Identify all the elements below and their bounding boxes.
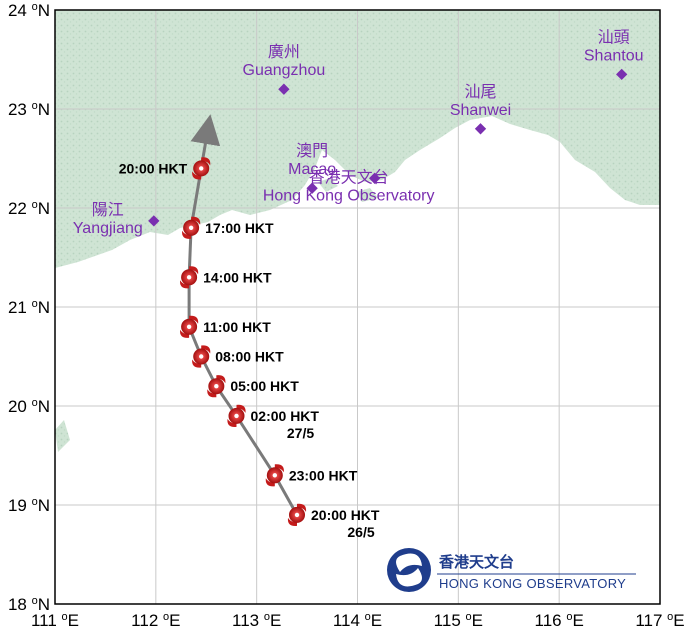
track-time-label: 14:00 HKT bbox=[203, 269, 272, 285]
track-point: 11:00 HKT bbox=[180, 315, 271, 338]
island bbox=[318, 178, 338, 192]
city-name-zh: 汕頭 bbox=[598, 27, 630, 46]
track-time-label: 08:00 HKT bbox=[215, 349, 284, 365]
hko-logo-name-en: HONG KONG OBSERVATORY bbox=[439, 576, 626, 591]
map-frame bbox=[54, 9, 661, 605]
track-time-label: 05:00 HKT bbox=[230, 378, 299, 394]
axis-tick-label: 117 oE bbox=[635, 611, 684, 630]
track-point: 08:00 HKT bbox=[192, 345, 284, 368]
typhoon-symbol-icon bbox=[265, 464, 284, 487]
axis-tick-label: 20 oN bbox=[8, 397, 50, 416]
hko-logo-name-zh: 香港天文台 bbox=[439, 553, 514, 571]
city-marker-icon bbox=[306, 182, 318, 194]
track-time-label: 02:00 HKT bbox=[251, 408, 320, 424]
axis-tick-label: 22 oN bbox=[8, 199, 50, 218]
typhoon-symbol-icon bbox=[192, 345, 211, 368]
axis-tick-label: 116 oE bbox=[535, 611, 584, 630]
island bbox=[55, 420, 70, 452]
city-name-en: Shanwei bbox=[450, 102, 511, 119]
typhoon-symbol-icon bbox=[287, 503, 307, 526]
track-point: 17:00 HKT bbox=[182, 216, 274, 239]
island bbox=[356, 188, 378, 202]
city-name-zh: 廣州 bbox=[268, 42, 300, 61]
city-marker-icon bbox=[148, 215, 160, 227]
typhoon-symbol-icon bbox=[192, 157, 211, 180]
city-name-zh: 香港天文台 bbox=[309, 167, 389, 186]
track-time-label: 20:00 HKT bbox=[311, 507, 380, 523]
axis-tick-label: 115 oE bbox=[434, 611, 483, 630]
track-point: 20:00 HKT bbox=[119, 157, 211, 180]
track-time-label: 23:00 HKT bbox=[289, 467, 358, 483]
typhoon-symbol-icon bbox=[182, 216, 201, 239]
city-name-zh: 汕尾 bbox=[465, 82, 497, 101]
hko-logo: 香港天文台 HONG KONG OBSERVATORY bbox=[387, 548, 636, 592]
city-name-en: Guangzhou bbox=[243, 62, 326, 79]
track-date-label: 26/5 bbox=[347, 524, 374, 540]
axis-tick-label: 111 oE bbox=[31, 611, 79, 630]
track-time-label: 17:00 HKT bbox=[205, 220, 274, 236]
city-name-en: Shantou bbox=[584, 47, 644, 64]
track-time-label: 11:00 HKT bbox=[203, 319, 271, 335]
track-line bbox=[187, 114, 299, 516]
axis-tick-label: 18 oN bbox=[8, 595, 50, 614]
track-point: 23:00 HKT bbox=[265, 464, 358, 487]
track-point: 14:00 HKT bbox=[180, 266, 272, 289]
axis-tick-label: 112 oE bbox=[131, 611, 180, 630]
city-name-en: Macao bbox=[288, 161, 336, 178]
axis-tick-label: 113 oE bbox=[232, 611, 281, 630]
axis-tick-label: 19 oN bbox=[8, 496, 50, 515]
axis-tick-label: 21 oN bbox=[8, 298, 50, 317]
typhoon-symbol-icon bbox=[207, 375, 226, 398]
track-time-label: 20:00 HKT bbox=[119, 160, 188, 176]
city-marker-icon bbox=[368, 172, 381, 184]
city-name-en: Yangjiang bbox=[73, 220, 143, 237]
city-name-en: Hong Kong Observatory bbox=[263, 187, 435, 204]
track-point: 05:00 HKT bbox=[207, 375, 299, 398]
axis-labels: 111 oE 112 oE 113 oE 114 oE 115 oE 116 oE 117 … bbox=[8, 1, 685, 630]
typhoon-symbol-icon bbox=[180, 266, 199, 289]
axis-tick-label: 24 oN bbox=[8, 1, 50, 20]
city-name-zh: 陽江 bbox=[92, 200, 124, 219]
axis-tick-label: 114 oE bbox=[333, 611, 382, 630]
typhoon-symbol-icon bbox=[180, 315, 199, 338]
axis-tick-label: 23 oN bbox=[8, 100, 50, 119]
typhoon-symbol-icon bbox=[227, 404, 246, 427]
city-name-zh: 澳門 bbox=[296, 141, 328, 160]
track-date-label: 27/5 bbox=[287, 425, 314, 441]
